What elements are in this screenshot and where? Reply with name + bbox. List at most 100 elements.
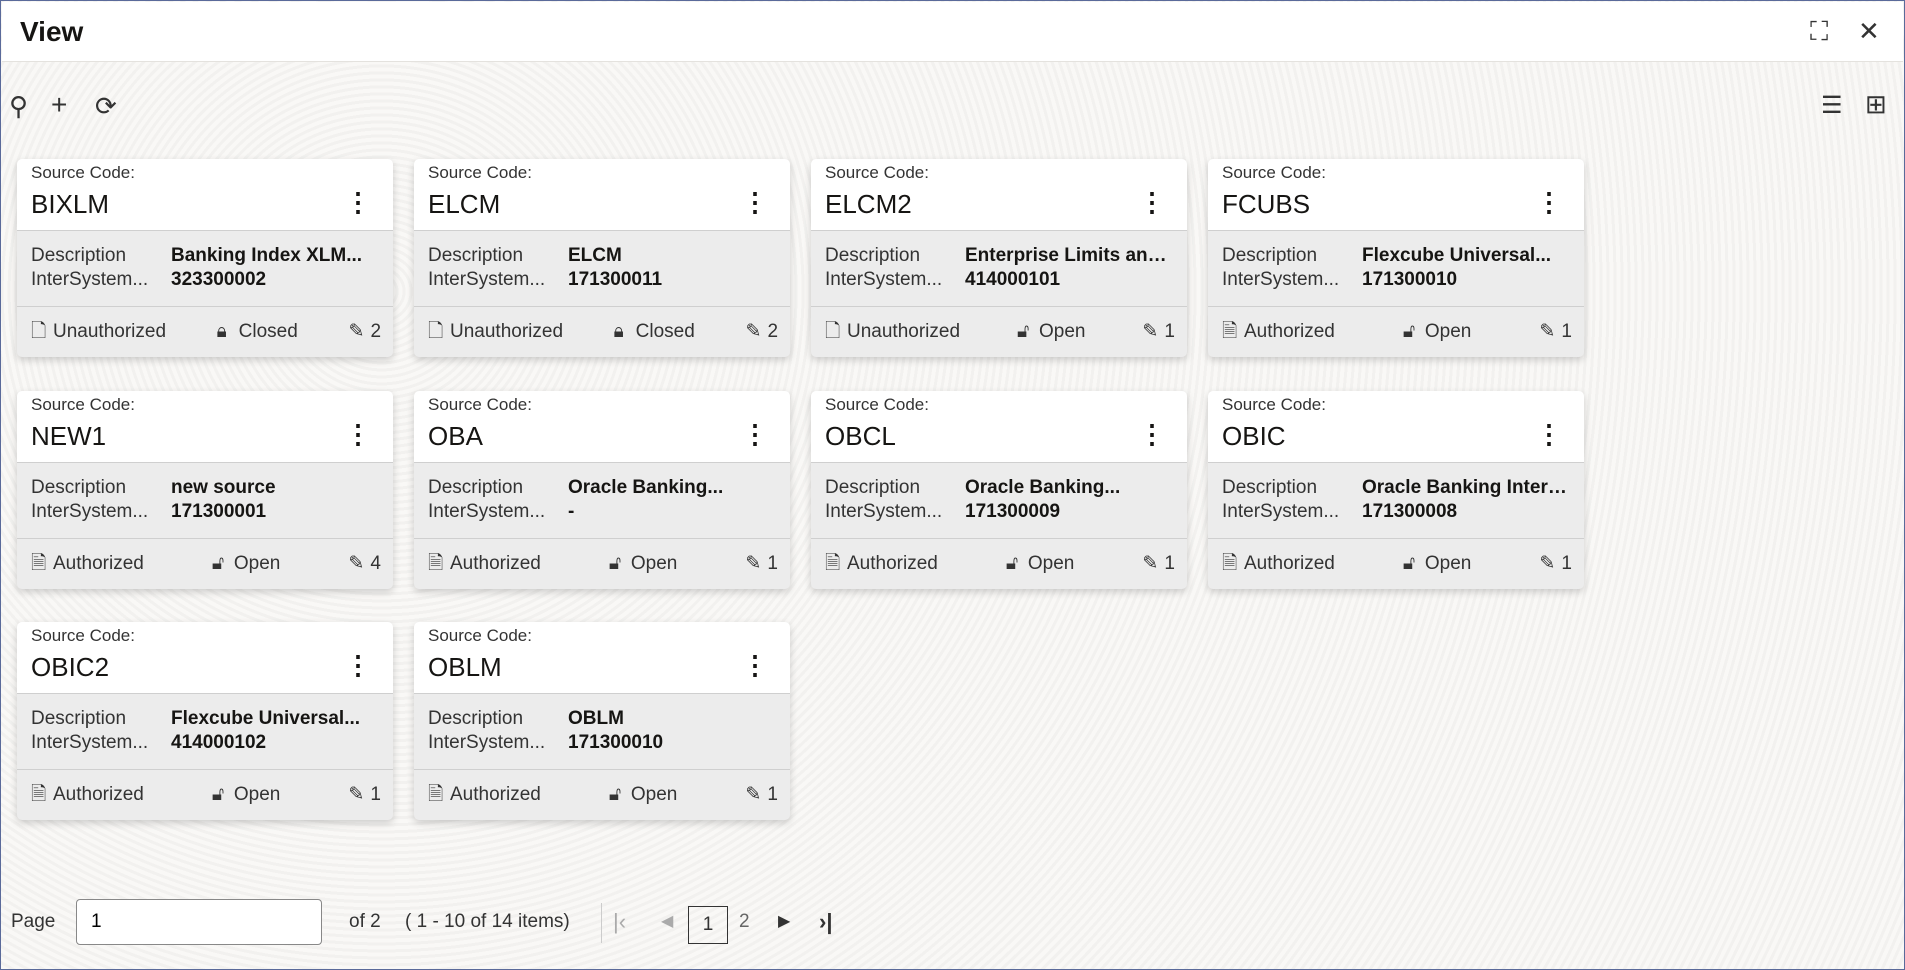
document-icon: 🗎 xyxy=(428,553,444,574)
source-code: BIXLM xyxy=(31,189,110,219)
source-code: FCUBS xyxy=(1222,189,1311,219)
description-value: Flexcube Universal... xyxy=(171,708,361,729)
more-options-icon[interactable]: ⋮ xyxy=(345,650,371,680)
record-status: Closed xyxy=(238,321,298,342)
edit-icon: ✎ xyxy=(745,553,762,574)
intersystem-value: 323300002 xyxy=(171,269,267,290)
description-value: OBLM xyxy=(568,708,624,729)
modification-count: 1 xyxy=(767,553,778,574)
source-card[interactable]: Source Code: OBCL ⋮ Description Oracle Ba… xyxy=(811,391,1187,589)
pager-divider xyxy=(601,903,602,943)
description-label: Description xyxy=(1222,477,1318,498)
auth-status: Authorized xyxy=(1244,321,1335,342)
source-card[interactable]: Source Code: OBLM ⋮ Description OBLM Inte… xyxy=(414,622,790,820)
source-code-label: Source Code: xyxy=(31,395,135,414)
more-options-icon[interactable]: ⋮ xyxy=(1536,187,1562,217)
card-header: Source Code: OBA ⋮ xyxy=(414,391,790,463)
modification-count: 2 xyxy=(370,321,382,342)
card-body: Description Oracle Banking... InterSystem… xyxy=(811,463,1187,539)
record-status: Closed xyxy=(635,321,695,342)
last-page-icon[interactable]: ›| xyxy=(819,909,833,934)
grid-view-icon[interactable]: ⊞ xyxy=(1865,89,1887,119)
description-label: Description xyxy=(31,708,127,729)
source-card[interactable]: Source Code: NEW1 ⋮ Description new sourc… xyxy=(17,391,393,589)
auth-status: Authorized xyxy=(450,784,541,805)
more-options-icon[interactable]: ⋮ xyxy=(345,187,371,217)
more-options-icon[interactable]: ⋮ xyxy=(1536,419,1562,449)
card-footer: 🗎 Authorized 🔓︎ Open ✎ 1 xyxy=(17,770,393,820)
source-card[interactable]: Source Code: BIXLM ⋮ Description Banking … xyxy=(17,159,393,357)
description-value: Banking Index XLM... xyxy=(171,245,363,266)
modification-count: 1 xyxy=(1561,321,1572,342)
description-label: Description xyxy=(428,477,524,498)
card-footer: 🗋 Unauthorized 🔓︎ Open ✎ 1 xyxy=(811,307,1187,357)
page-input[interactable] xyxy=(76,899,322,945)
source-code: OBA xyxy=(428,421,483,451)
intersystem-value: 414000102 xyxy=(171,732,267,753)
description-value: ELCM xyxy=(568,245,622,266)
lock-icon: 🔓︎ xyxy=(608,784,622,805)
lock-icon: 🔓︎ xyxy=(211,553,225,574)
source-card[interactable]: Source Code: ELCM2 ⋮ Description Enterpri… xyxy=(811,159,1187,357)
more-options-icon[interactable]: ⋮ xyxy=(742,650,768,680)
first-page-icon[interactable]: |‹ xyxy=(613,909,627,934)
page-1-button[interactable]: 1 xyxy=(688,906,728,944)
auth-status: Authorized xyxy=(53,784,144,805)
auth-status: Unauthorized xyxy=(847,321,961,342)
description-label: Description xyxy=(428,245,524,266)
card-header: Source Code: OBLM ⋮ xyxy=(414,622,790,694)
record-status: Open xyxy=(233,784,281,805)
source-card[interactable]: Source Code: ELCM ⋮ Description ELCM Inte… xyxy=(414,159,790,357)
auth-status: Unauthorized xyxy=(53,321,167,342)
card-body: Description Oracle Banking... InterSystem… xyxy=(414,463,790,539)
intersystem-label: InterSystem... xyxy=(1222,501,1340,522)
description-label: Description xyxy=(31,477,127,498)
description-value: Flexcube Universal... xyxy=(1362,245,1552,266)
modification-count: 1 xyxy=(370,784,381,805)
more-options-icon[interactable]: ⋮ xyxy=(345,419,371,449)
source-card[interactable]: Source Code: OBIC ⋮ Description Oracle Ba… xyxy=(1208,391,1584,589)
close-icon[interactable]: ✕ xyxy=(1858,16,1880,46)
record-status: Open xyxy=(233,553,281,574)
intersystem-value: 171300008 xyxy=(1362,501,1458,522)
description-label: Description xyxy=(825,477,921,498)
list-view-icon[interactable]: ☰ xyxy=(1821,92,1843,119)
description-value: Enterprise Limits and... xyxy=(965,245,1175,266)
search-icon[interactable]: ⚲ xyxy=(9,91,29,121)
card-body: Description Enterprise Limits and... Inte… xyxy=(811,231,1187,307)
intersystem-label: InterSystem... xyxy=(825,269,943,290)
lock-icon: 🔒︎ xyxy=(613,321,624,342)
prev-page-icon[interactable]: ◀ xyxy=(661,913,674,930)
document-icon: 🗎 xyxy=(1222,321,1238,342)
page-2-button[interactable]: 2 xyxy=(739,911,750,932)
source-card[interactable]: Source Code: OBA ⋮ Description Oracle Ban… xyxy=(414,391,790,589)
document-icon: 🗎 xyxy=(31,553,47,574)
more-options-icon[interactable]: ⋮ xyxy=(1139,419,1165,449)
source-code: OBCL xyxy=(825,421,896,451)
more-options-icon[interactable]: ⋮ xyxy=(742,187,768,217)
edit-icon: ✎ xyxy=(1142,321,1159,342)
record-status: Open xyxy=(1424,321,1472,342)
add-icon[interactable]: + xyxy=(51,89,68,120)
more-options-icon[interactable]: ⋮ xyxy=(742,419,768,449)
modification-count: 1 xyxy=(1164,553,1175,574)
refresh-icon[interactable]: ⟳ xyxy=(95,91,117,121)
edit-icon: ✎ xyxy=(1539,553,1556,574)
card-footer: 🗋 Unauthorized 🔒︎ Closed ✎ 2 xyxy=(414,307,790,357)
lock-icon: 🔓︎ xyxy=(1402,321,1416,342)
auth-status: Authorized xyxy=(53,553,144,574)
source-card[interactable]: Source Code: OBIC2 ⋮ Description Flexcube… xyxy=(17,622,393,820)
next-page-icon[interactable]: ▶ xyxy=(778,913,791,930)
card-header: Source Code: ELCM ⋮ xyxy=(414,159,790,231)
card-footer: 🗎 Authorized 🔓︎ Open ✎ 1 xyxy=(1208,539,1584,589)
intersystem-label: InterSystem... xyxy=(825,501,943,522)
modification-count: 4 xyxy=(370,553,381,574)
more-options-icon[interactable]: ⋮ xyxy=(1139,187,1165,217)
lock-icon: 🔓︎ xyxy=(1005,553,1019,574)
source-card[interactable]: Source Code: FCUBS ⋮ Description Flexcube… xyxy=(1208,159,1584,357)
card-footer: 🗎 Authorized 🔓︎ Open ✎ 1 xyxy=(414,770,790,820)
card-body: Description Flexcube Universal... InterSy… xyxy=(1208,231,1584,307)
description-label: Description xyxy=(428,708,524,729)
collapse-icon[interactable]: ⛶ xyxy=(1810,16,1829,46)
